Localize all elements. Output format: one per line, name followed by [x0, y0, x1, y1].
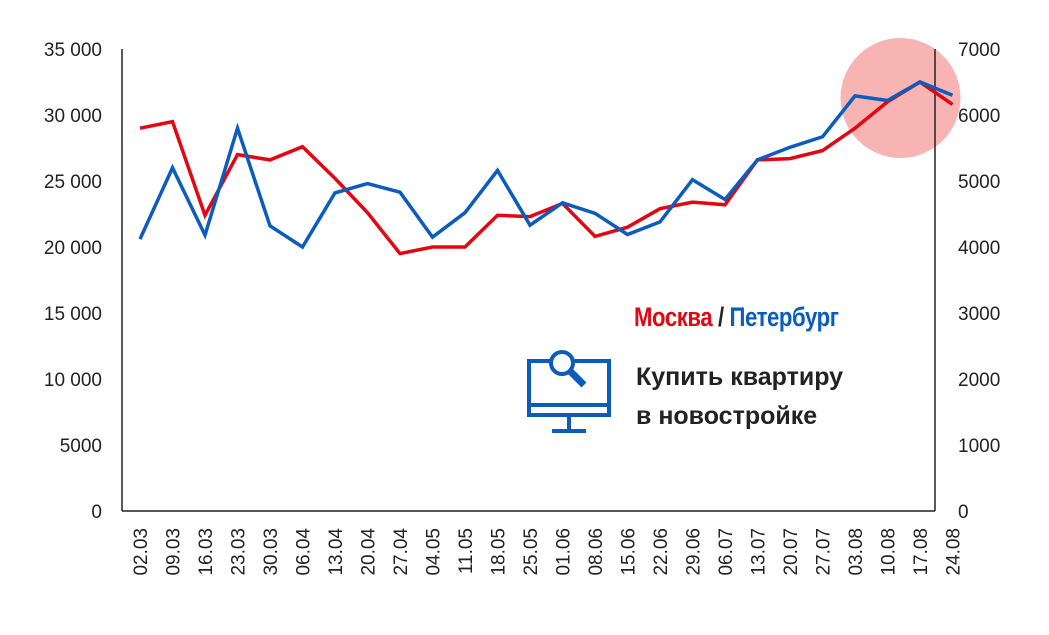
x-tick-label: 27.04 — [391, 528, 412, 576]
x-tick-label: 30.03 — [261, 528, 282, 576]
computer-search-icon — [527, 350, 611, 433]
legend-moscow: Москва — [634, 302, 713, 332]
y-right-tick-label: 5000 — [958, 172, 1000, 193]
y-right-tick-label: 2000 — [958, 370, 1000, 391]
x-tick-label: 08.06 — [586, 528, 607, 576]
y-left-tick-label: 10 000 — [44, 370, 102, 391]
series-line-petersburg — [138, 80, 954, 250]
x-tick-label: 20.04 — [359, 528, 380, 576]
x-tick-label: 04.05 — [424, 528, 445, 576]
x-tick-label: 09.03 — [164, 528, 185, 576]
legend-separator: / — [712, 302, 730, 332]
y-right-tick-label: 6000 — [958, 106, 1000, 127]
x-tick-label: 03.08 — [846, 528, 867, 576]
y-right-tick-label: 7000 — [958, 40, 1000, 61]
y-left-tick-label: 30 000 — [44, 106, 102, 127]
axes — [121, 49, 936, 512]
x-tick-label: 10.08 — [879, 528, 900, 576]
tick-labels: 0 5000 10 000 15 000 20 000 25 000 30 000 35 00… — [44, 40, 1000, 576]
y-right-tick-label: 4000 — [958, 238, 1000, 259]
y-right-tick-label: 3000 — [958, 304, 1000, 325]
y-right-tick-label: 0 — [958, 502, 969, 523]
x-tick-label: 13.07 — [749, 528, 770, 576]
x-tick-label: 16.03 — [196, 528, 217, 576]
x-tick-label: 18.05 — [489, 528, 510, 576]
highlight-circle-layer — [840, 38, 961, 158]
x-tick-label: 02.03 — [131, 528, 152, 576]
y-left-tick-label: 0 — [91, 502, 102, 523]
y-left-tick-label: 20 000 — [44, 238, 102, 259]
y-left-tick-label: 25 000 — [44, 172, 102, 193]
x-tick-label: 15.06 — [619, 528, 640, 576]
x-tick-label: 13.04 — [326, 528, 347, 576]
series-lines — [138, 79, 954, 256]
x-tick-label: 25.05 — [521, 528, 542, 576]
x-tick-label: 01.06 — [554, 528, 575, 576]
x-tick-label: 29.06 — [684, 528, 705, 576]
y-left-tick-label: 15 000 — [44, 304, 102, 325]
promo-line-1: Купить квартиру — [636, 363, 844, 391]
series-line-moscow — [139, 79, 954, 256]
highlight-circle — [840, 38, 961, 158]
promo-text: Купить квартиру в новостройке — [636, 358, 843, 436]
legend: Москва / Петербург — [634, 302, 839, 333]
y-right-tick-label: 1000 — [958, 436, 1000, 457]
promo-line-2: в новостройке — [636, 402, 818, 430]
x-tick-label: 06.04 — [294, 528, 315, 576]
legend-petersburg: Петербург — [729, 302, 839, 332]
x-tick-label: 20.07 — [781, 528, 802, 576]
x-tick-label: 11.05 — [456, 528, 477, 574]
x-tick-label: 17.08 — [911, 528, 932, 576]
x-tick-label: 06.07 — [716, 528, 737, 576]
x-tick-label: 23.03 — [229, 528, 250, 576]
x-tick-label: 24.08 — [944, 528, 965, 576]
x-tick-label: 27.07 — [814, 528, 835, 576]
x-tick-label: 22.06 — [651, 528, 672, 576]
y-left-tick-label: 5000 — [60, 436, 102, 457]
y-left-tick-label: 35 000 — [44, 40, 102, 61]
